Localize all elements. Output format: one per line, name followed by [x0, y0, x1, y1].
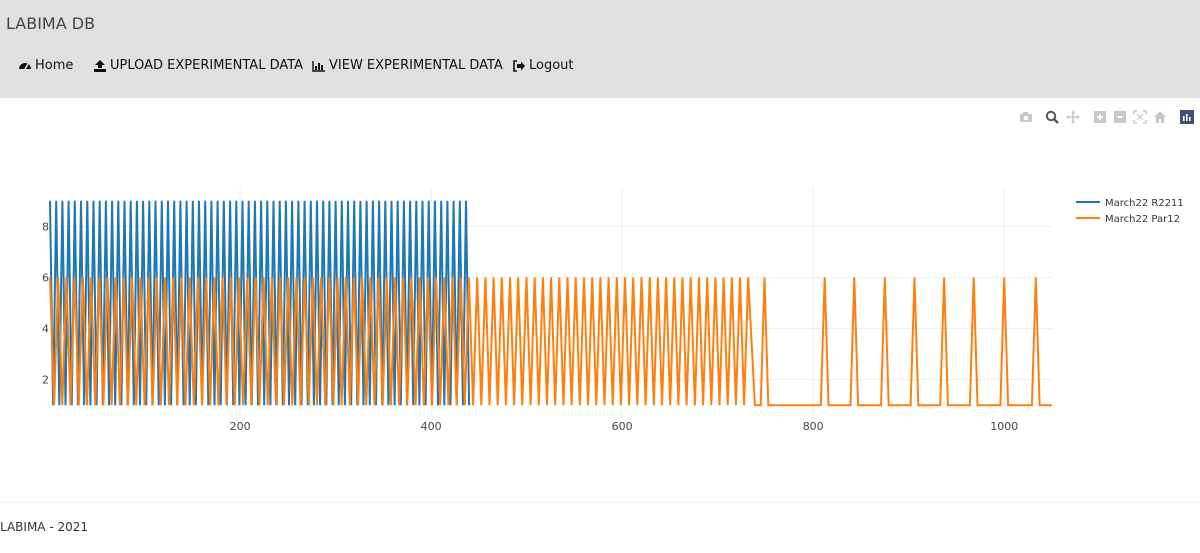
zoom-icon[interactable]	[1045, 110, 1059, 124]
camera-icon[interactable]	[1019, 110, 1033, 124]
zoom-out-icon[interactable]	[1113, 110, 1127, 124]
x-tick-label: 1000	[990, 420, 1018, 433]
footer-text: LABIMA - 2021	[0, 520, 89, 534]
y-tick-label: 6	[42, 271, 49, 284]
nav-home-label: Home	[35, 58, 74, 73]
autoscale-icon[interactable]	[1133, 110, 1147, 124]
nav-logout-label: Logout	[529, 58, 574, 73]
series-line-1	[49, 200, 471, 406]
x-tick-label: 800	[803, 420, 824, 433]
series-line-2	[49, 277, 1052, 407]
nav-home[interactable]: Home	[18, 58, 73, 73]
nav-view-label: VIEW EXPERIMENTAL DATA	[329, 58, 503, 73]
line-chart[interactable]: 2 4 6 8 200 400 600 800 1000 March22 R2211 March2…	[0, 100, 1200, 500]
zoom-in-icon[interactable]	[1093, 110, 1107, 124]
pan-icon[interactable]	[1066, 110, 1080, 124]
nav-logout[interactable]: Logout	[512, 58, 574, 73]
x-tick-label: 200	[230, 420, 251, 433]
y-tick-label: 4	[42, 323, 49, 336]
x-tick-label: 600	[612, 420, 633, 433]
nav-upload-label: UPLOAD EXPERIMENTAL DATA	[110, 58, 304, 73]
reset-axes-icon[interactable]	[1153, 110, 1167, 124]
chart-icon	[312, 59, 326, 73]
chart-ticks: 2 4 6 8 200 400 600 800 1000	[42, 220, 1018, 433]
nav-upload[interactable]: UPLOAD EXPERIMENTAL DATA	[93, 58, 303, 73]
top-navbar: LABIMA DB Home UPLOAD EXPERIMENTAL DATA …	[0, 0, 1200, 98]
plotly-logo-icon[interactable]	[1180, 110, 1194, 124]
legend-label[interactable]: March22 Par12	[1105, 214, 1180, 225]
dashboard-icon	[18, 59, 32, 73]
x-tick-label: 400	[421, 420, 442, 433]
y-tick-label: 8	[42, 220, 49, 233]
upload-icon	[93, 59, 107, 73]
brand-title[interactable]: LABIMA DB	[6, 14, 96, 33]
footer-divider	[0, 502, 1200, 503]
chart-series	[49, 200, 1052, 407]
y-tick-label: 2	[42, 374, 49, 387]
sign-out-icon	[512, 59, 526, 73]
legend-label[interactable]: March22 R2211	[1105, 198, 1184, 209]
nav-view[interactable]: VIEW EXPERIMENTAL DATA	[312, 58, 503, 73]
chart-legend[interactable]: March22 R2211 March22 Par12	[1076, 198, 1184, 225]
